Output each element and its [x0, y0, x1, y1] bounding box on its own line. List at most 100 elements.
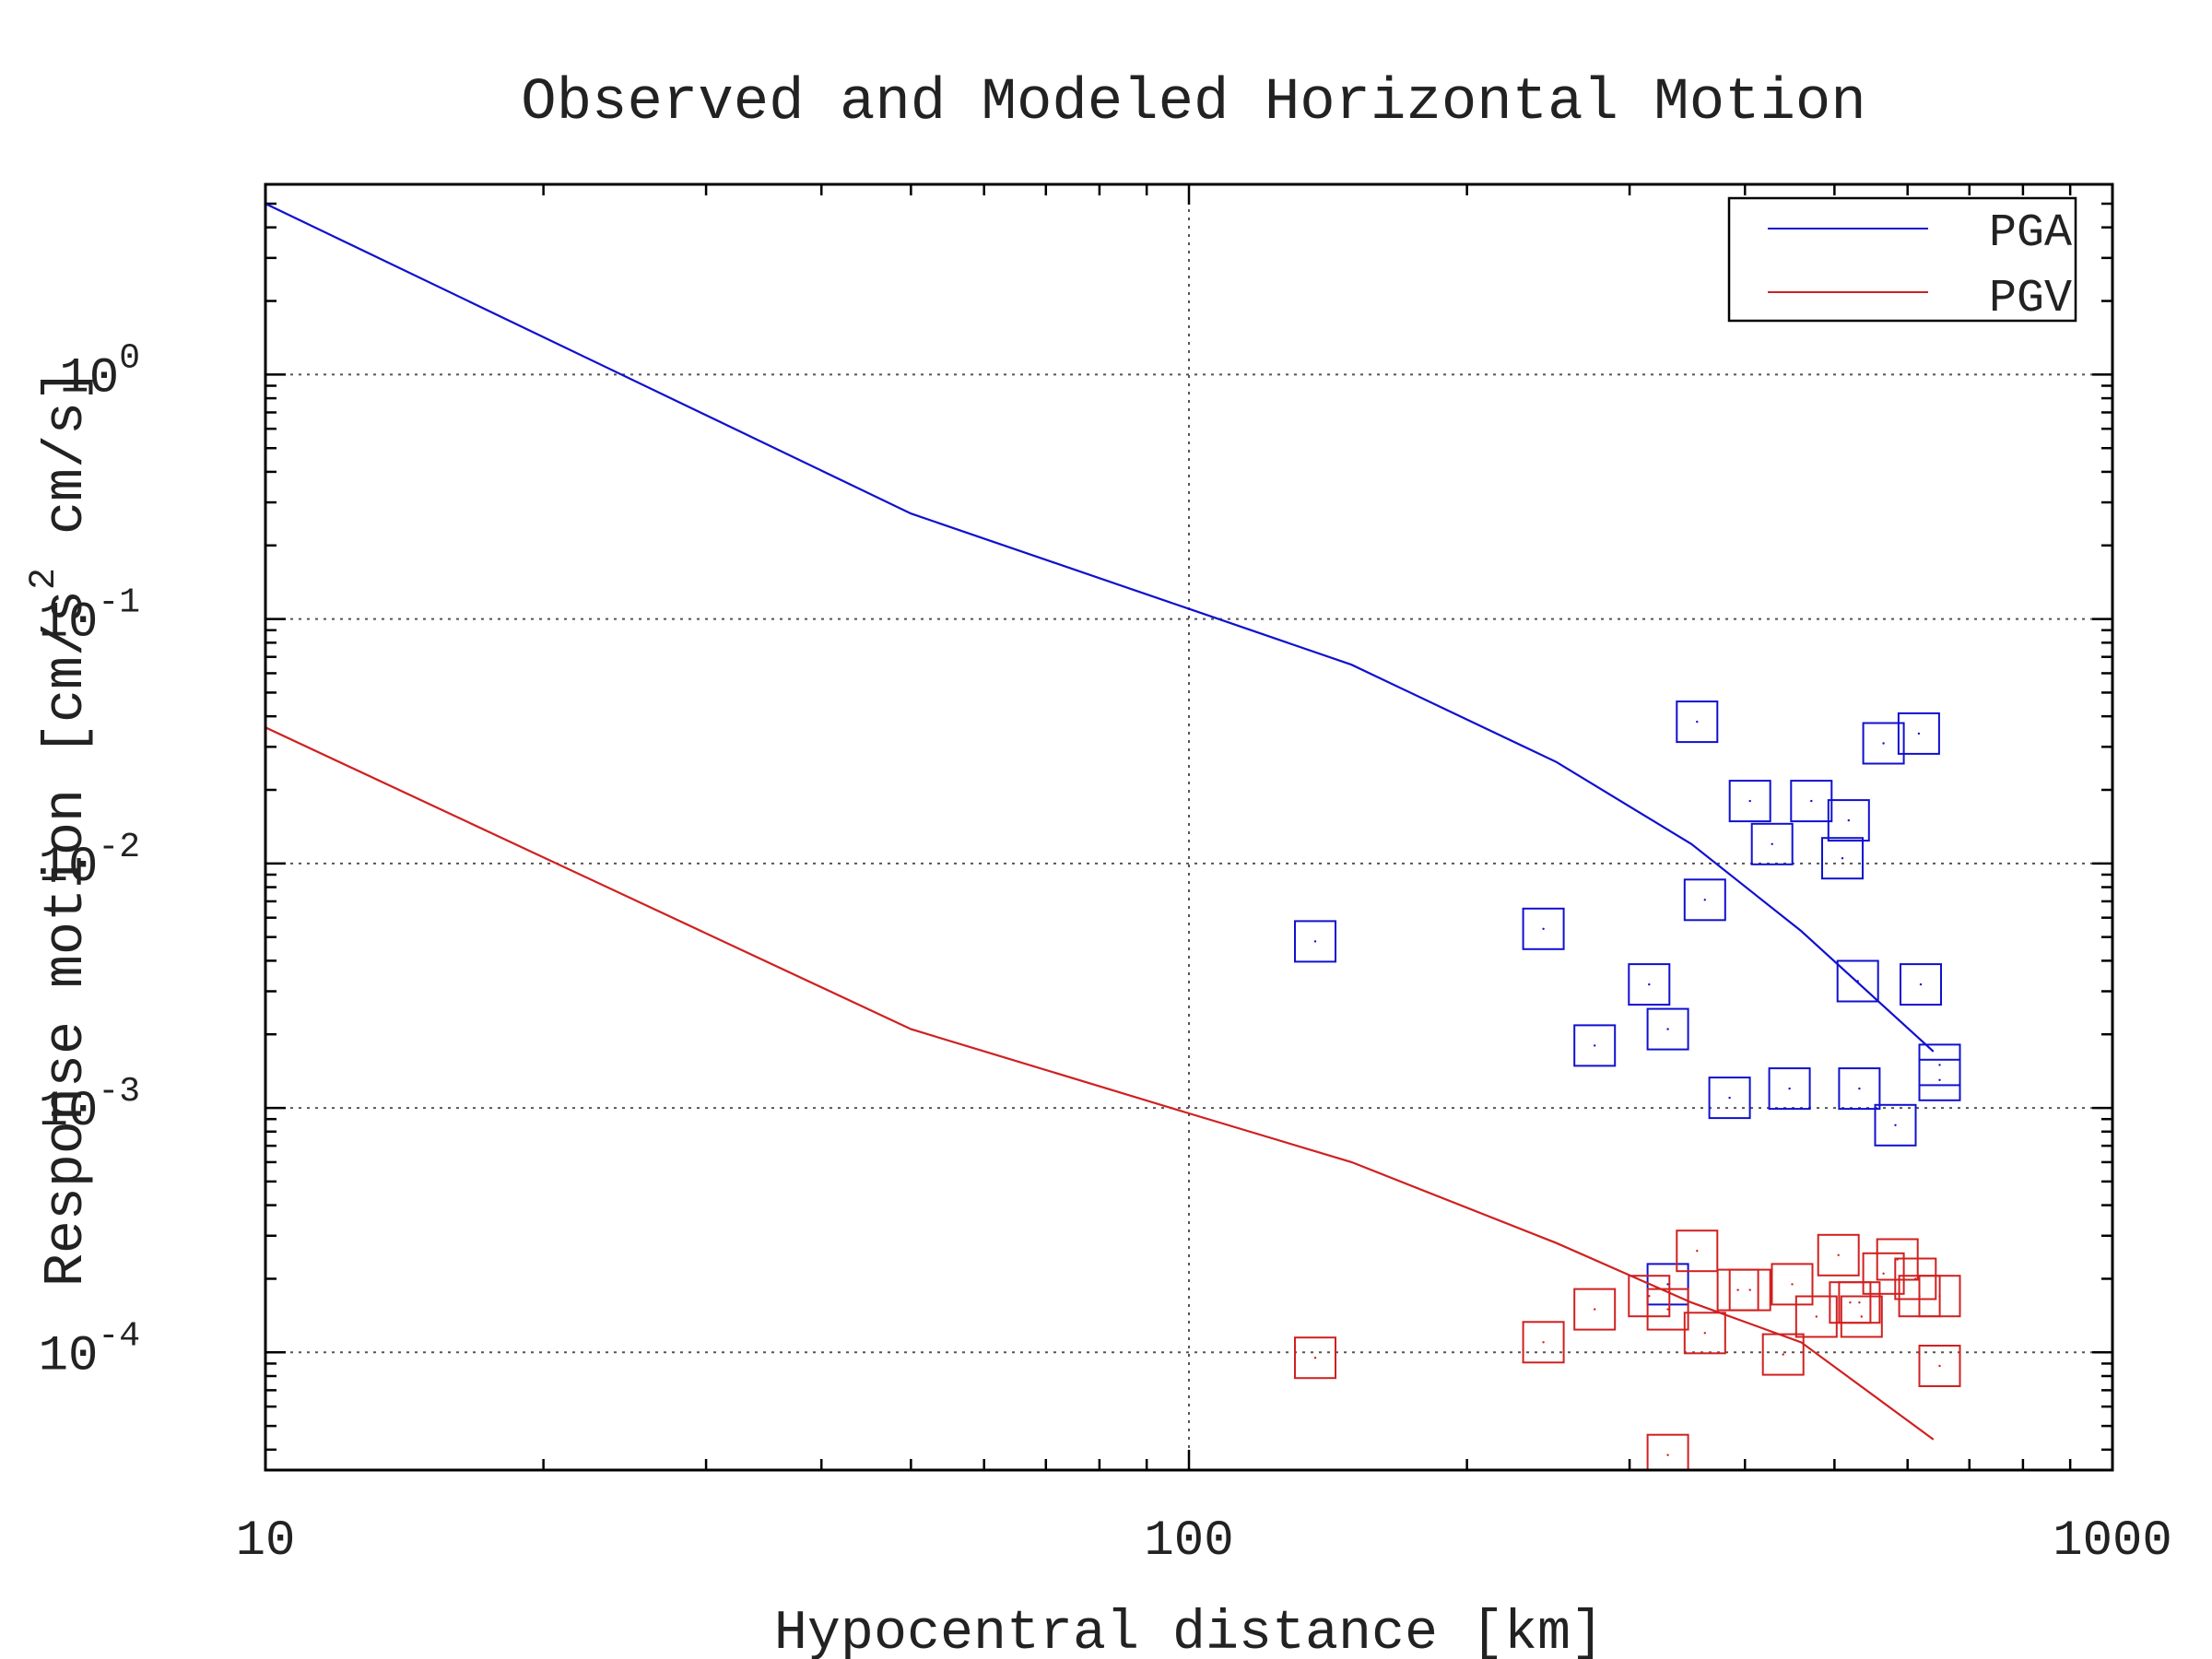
y-tick-label: 10-1 [39, 583, 140, 652]
x-tick-label: 1000 [2053, 1513, 2172, 1570]
pgv-observed-point [1918, 1275, 1961, 1318]
pga-observed-center [1771, 842, 1773, 845]
pga-observed-point [1900, 963, 1942, 1006]
pgv-observed-point [1683, 1312, 1726, 1355]
y-tick-label: 10-2 [39, 828, 140, 896]
pgv-observed-center [1736, 1288, 1739, 1291]
pgv-observed-point [1862, 1252, 1905, 1295]
pga-observed-center [1882, 742, 1885, 745]
legend: PGA PGV [1727, 196, 2077, 325]
pgv-observed-point [1894, 1257, 1937, 1300]
x-tick-label: 100 [1144, 1513, 1233, 1570]
pgv-observed-center [1882, 1272, 1885, 1276]
pga-observed-center [1810, 799, 1813, 803]
pgv-observed-center [1938, 1364, 1941, 1368]
pgv-observed-point [1646, 1433, 1689, 1470]
pgv-observed-center [1837, 1253, 1840, 1257]
pga-observed-center [1938, 1078, 1941, 1082]
pga-observed-point [1827, 799, 1870, 842]
pgv-observed-point [1522, 1321, 1565, 1364]
x-tick-labels: 10 100 1000 [236, 1513, 2172, 1570]
pga-observed-point [1728, 780, 1771, 823]
pgv-observed-center [1858, 1301, 1861, 1304]
pgv-observed-point [1771, 1263, 1814, 1306]
pga-observed-center [1696, 720, 1699, 724]
pgv-observed-center [1782, 1353, 1784, 1356]
y-axis-title-main: Response motion [cm/s [36, 590, 99, 1287]
pgv-observed-center [1815, 1315, 1818, 1318]
y-tick-label: 10-4 [39, 1316, 140, 1384]
pgv-observed-point [1676, 1230, 1719, 1273]
pgv-observed-center [1914, 1277, 1917, 1280]
pga-observed-point [1838, 1067, 1881, 1111]
pga-observed-point [1750, 822, 1794, 865]
pga-observed-center [1847, 818, 1851, 822]
pga-observed-point [1628, 963, 1671, 1006]
pga-observed-center [1856, 980, 1859, 982]
pga-observed-point [1683, 878, 1726, 922]
pgv-observed-center [1849, 1301, 1852, 1304]
pgv-observed-point [1573, 1288, 1617, 1331]
legend-box [1727, 196, 2077, 323]
pga-observed-center [1919, 982, 1923, 986]
y-axis-title-unit: cm/s] [36, 369, 99, 568]
legend-label-pga: PGA [1989, 207, 2072, 260]
x-axis-title: Hypocentral distance [km] [774, 1603, 1604, 1659]
pgv-observed-center [1696, 1250, 1699, 1253]
pga-observed-center [1894, 1124, 1897, 1127]
pgv-observed-center [1938, 1295, 1941, 1298]
pga-observed-point [1294, 920, 1336, 963]
pga-observed-center [1748, 799, 1751, 803]
pga-observed-point [1821, 837, 1864, 880]
grid-lines [265, 184, 2112, 1470]
pga-observed-point [1646, 1007, 1689, 1051]
pga-observed-center [1648, 982, 1651, 986]
plot-frame [264, 182, 2114, 1472]
pga-observed-point [1573, 1024, 1617, 1067]
pgv-observed-point [1838, 1281, 1881, 1324]
pgv-observed-center [1748, 1288, 1751, 1291]
pga-observed-point [1768, 1067, 1811, 1111]
pgv-observed-center [1791, 1283, 1794, 1286]
y-axis-title-exponent: 2 [24, 568, 65, 590]
pgv-observed-center [1313, 1357, 1317, 1359]
y-tick-label: 10-3 [39, 1072, 140, 1140]
pga-observed-center [1313, 940, 1317, 943]
pga-observed-center [1938, 1064, 1941, 1066]
pga-observed-point [1897, 712, 1940, 755]
pga-observed-point [1708, 1077, 1751, 1120]
pgv-observed-point [1840, 1295, 1883, 1338]
y-tick-label: 100 [59, 338, 140, 406]
y-tick-labels: 10-4 10-3 10-2 10-1 100 [39, 338, 140, 1384]
pgv-observed-point [1817, 1233, 1860, 1277]
pga-observed-center [1594, 1044, 1596, 1047]
pgv-observed-point [1794, 1295, 1838, 1338]
pga-observed-point [1522, 907, 1565, 950]
pgv-observed-point [1918, 1345, 1961, 1387]
y-axis-title: Response motion [cm/s2 cm/s] [24, 369, 99, 1287]
pga-observed-center [1788, 1087, 1791, 1090]
pgv-observed-point [1628, 1275, 1671, 1318]
pga-observed-center [1666, 1283, 1669, 1286]
pgv-observed-center [1860, 1315, 1864, 1318]
pga-observed-center [1917, 732, 1921, 735]
pgv-observed-center [1542, 1341, 1545, 1344]
pga-observed-center [1542, 927, 1545, 930]
pgv-observed-center [1703, 1332, 1707, 1335]
pgv-observed-point [1646, 1288, 1689, 1331]
pga-observed-center [1728, 1096, 1731, 1100]
pga-observed-center [1703, 899, 1707, 901]
pga-observed-point [1676, 700, 1719, 744]
pga-observed-point [1836, 959, 1879, 1003]
pga-observed-center [1858, 1087, 1861, 1090]
chart-title: Observed and Modeled Horizontal Motion [521, 70, 1865, 136]
pgv-observed-point [1294, 1336, 1336, 1380]
legend-label-pgv: PGV [1989, 273, 2072, 325]
pgv-observed-center [1666, 1308, 1669, 1311]
pga-model-line [265, 203, 1935, 1053]
pgv-observed-center [1594, 1308, 1596, 1311]
pga-observed-center [1841, 857, 1844, 860]
pgv-observed-center [1666, 1453, 1669, 1456]
pga-observed-point [1862, 722, 1905, 765]
